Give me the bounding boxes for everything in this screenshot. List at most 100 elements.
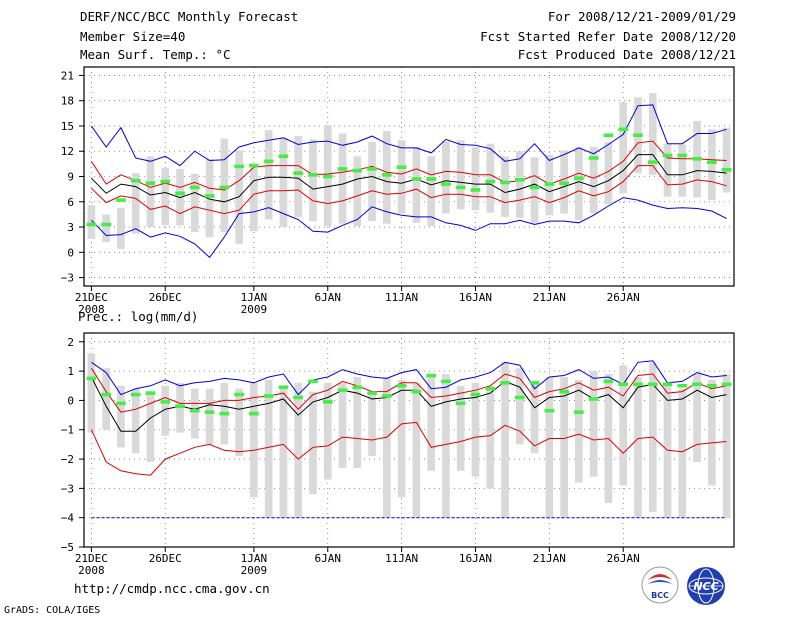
precip-ensemble-box (102, 368, 110, 430)
precip-observed-mark (544, 408, 555, 413)
precip-observed-mark (337, 388, 348, 392)
precip-observed-mark (721, 382, 732, 387)
precip-ytick-label: 0 (67, 394, 74, 407)
precip-ensemble-box (309, 391, 317, 495)
temp-observed-mark (145, 181, 156, 186)
precip-observed-mark (249, 411, 259, 416)
temp-ytick-label: 18 (61, 95, 74, 108)
temp-ensemble-box (220, 138, 229, 233)
temp-observed-mark (116, 198, 126, 202)
temp-ensemble-box (589, 147, 598, 214)
temp-ensemble-box (530, 157, 539, 224)
temp-observed-mark (278, 154, 289, 159)
temp-ytick-label: 15 (61, 120, 74, 133)
precip-observed-mark (293, 395, 304, 400)
temp-ensemble-box (353, 156, 362, 227)
precip-observed-mark (263, 394, 274, 398)
precip-ensemble-box (708, 379, 716, 486)
precip-ytick-label: −4 (61, 512, 75, 525)
svg-text:NCC: NCC (693, 580, 718, 593)
temp-ensemble-box (456, 140, 465, 210)
temp-observed-mark (662, 153, 673, 158)
precip-observed-mark (633, 382, 643, 387)
precip-observed-mark (411, 389, 422, 394)
precip-ensemble-box (456, 385, 465, 471)
precip-ensemble-box (619, 365, 628, 486)
precip-ensemble-box (338, 382, 347, 468)
temp-observed-mark (707, 160, 717, 164)
precip-observed-mark (470, 392, 481, 397)
precip-ensemble-box (250, 382, 258, 498)
precip-observed-mark (574, 410, 584, 414)
temp-xtick-label: 21DEC (75, 291, 108, 304)
precip-observed-mark (160, 400, 171, 404)
precip-xtick-label: 26DEC (149, 552, 182, 565)
temp-ensemble-box (663, 143, 672, 197)
temp-ensemble-box (397, 140, 406, 214)
precip-ytick-label: 2 (67, 336, 74, 349)
precip-xtick-year: 2008 (78, 564, 105, 577)
temp-observed-mark (352, 168, 363, 173)
temp-ensemble-box (131, 173, 140, 234)
precip-ensemble-box (560, 376, 568, 518)
precip-ensemble-box (575, 379, 583, 483)
precip-observed-mark (603, 379, 614, 384)
precip-observed-mark (86, 376, 97, 381)
precip-ensemble-box (501, 362, 509, 518)
precip-observed-mark (204, 410, 215, 414)
precip-ensemble-box (383, 376, 391, 518)
precip-ensemble-box (131, 388, 140, 454)
precip-observed-mark (588, 397, 599, 401)
precip-observed-mark (278, 385, 289, 390)
temp-line-spread-upper (90, 140, 727, 191)
precip-observed-mark (145, 391, 156, 395)
temp-observed-mark (234, 164, 244, 169)
precip-ensemble-box (530, 382, 539, 454)
precip-ytick-label: −5 (61, 541, 74, 554)
bcc-logo: BCC (641, 566, 679, 604)
precip-observed-mark (677, 383, 688, 388)
footer-url[interactable]: http://cmdp.ncc.cma.gov.cn (74, 581, 270, 596)
temp-ensemble-box (368, 141, 376, 222)
temp-xtick-label: 11JAN (385, 291, 418, 304)
temp-ensemble-box (412, 147, 421, 223)
temp-observed-mark (396, 165, 407, 170)
ncc-logo: NCC (687, 567, 725, 605)
precip-ensemble-box (397, 379, 406, 498)
precip-observed-mark (485, 386, 496, 391)
temp-observed-mark (382, 173, 392, 177)
temp-ensemble-box (146, 156, 155, 228)
temp-observed-mark (529, 185, 540, 190)
temp-ensemble-box (442, 141, 450, 214)
svg-text:BCC: BCC (651, 591, 669, 600)
temp-xtick-year: 2008 (78, 303, 105, 316)
precip-observed-mark (352, 385, 363, 390)
footer-credit: GrADS: COLA/IGES (4, 605, 101, 616)
temp-ensemble-box (294, 136, 303, 217)
precip-observed-mark (618, 382, 629, 387)
temp-ensemble-box (501, 156, 509, 217)
temp-ensemble-box (383, 131, 391, 224)
temp-observed-mark (618, 127, 629, 132)
temp-observed-mark (189, 185, 200, 190)
temp-observed-mark (219, 185, 230, 190)
precip-ensemble-box (442, 374, 450, 518)
precip-ensemble-box (693, 374, 701, 462)
precip-xtick-label: 26JAN (607, 552, 640, 565)
temp-observed-mark (293, 171, 304, 175)
precip-observed-mark (189, 408, 200, 413)
temp-observed-mark (367, 167, 377, 171)
temp-ensemble-box (515, 151, 524, 218)
precip-line-spread-lower (90, 421, 727, 476)
precip-title: Prec.: log(mm/d) (78, 309, 199, 324)
precip-observed-mark (308, 379, 318, 384)
temp-observed-mark (204, 194, 215, 198)
precip-xtick-label: 1JAN (241, 552, 268, 565)
temp-ensemble-box (604, 141, 613, 205)
logos: BCC NCC (641, 566, 725, 605)
temp-observed-mark (470, 188, 481, 192)
precip-observed-mark (692, 382, 702, 387)
temp-ensemble-box (338, 133, 347, 224)
temp-observed-mark (603, 133, 614, 138)
temp-ensemble-box (619, 102, 628, 194)
